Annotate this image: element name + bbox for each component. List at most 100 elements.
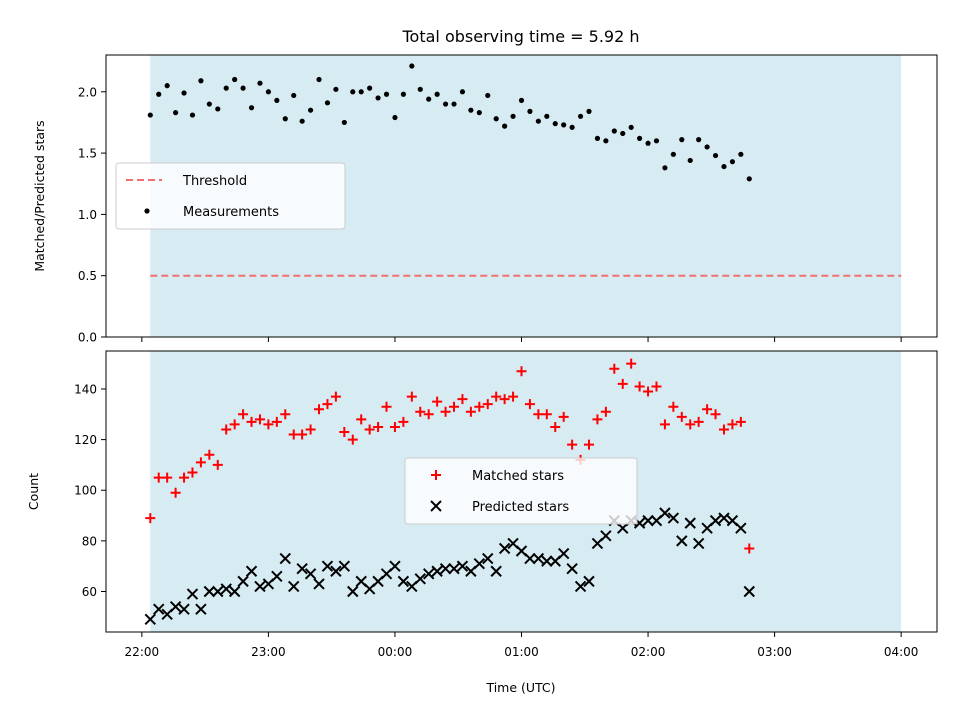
measurement-point [670, 151, 676, 157]
predicted-star-point [439, 563, 452, 575]
x-tick-label: 01:00 [504, 645, 539, 659]
measurement-point [291, 92, 297, 99]
matched-star-point [482, 399, 493, 410]
legend-box [404, 457, 638, 525]
matched-star-point [693, 416, 704, 427]
predicted-star-point [431, 565, 443, 577]
matched-star-point [668, 401, 679, 412]
predicted-star-point [524, 552, 536, 565]
matched-star-point [271, 416, 282, 427]
measurement-point [468, 107, 474, 113]
matched-star-point [339, 427, 350, 438]
measurement-point [502, 123, 508, 129]
measurement-point [586, 108, 592, 114]
measurement-point [215, 106, 221, 112]
matched-star-point [314, 404, 325, 415]
y-tick-label: 60 [82, 585, 97, 599]
matched-star-point [432, 396, 443, 407]
measurement-point [324, 100, 331, 106]
x-tick-label: 22:00 [125, 645, 160, 659]
matched-star-point [676, 411, 687, 422]
measurement-point [653, 138, 660, 144]
measurement-point [426, 96, 432, 102]
x-tick-label: 23:00 [251, 645, 286, 659]
legend-label: Predicted stars [472, 500, 569, 515]
matched-star-point [702, 404, 713, 415]
matched-star-point [280, 409, 291, 420]
predicted-star-point [532, 552, 545, 565]
legend-top: Threshold Measurements [115, 162, 346, 230]
measurement-point [721, 163, 727, 170]
predicted-star-point [498, 542, 511, 555]
predicted-star-point [541, 555, 553, 567]
measurement-point [459, 89, 466, 95]
measurement-point [738, 151, 744, 157]
predicted-star-point [743, 585, 755, 598]
matched-star-point [718, 424, 729, 435]
predicted-star-point [397, 575, 410, 588]
measurement-point [164, 83, 170, 89]
matched-star-point [533, 409, 544, 420]
predicted-star-point [153, 603, 165, 615]
y-axis-ticks-bottom: 60 80 100 120 140 [74, 382, 106, 599]
matched-star-point [685, 419, 696, 430]
predicted-star-point [228, 585, 241, 598]
measurement-point [223, 85, 229, 91]
measurement-point [729, 159, 736, 165]
matched-star-point [550, 421, 561, 432]
measurement-point [518, 97, 525, 103]
matched-star-point [373, 421, 384, 432]
predicted-star-point [473, 557, 486, 570]
matched-star-point [440, 406, 451, 417]
measurement-point [358, 89, 364, 95]
matched-star-point [508, 391, 519, 402]
predicted-star-point [709, 514, 722, 527]
measurement-point [333, 86, 339, 92]
measurement-point [232, 76, 238, 83]
matched-star-point [153, 472, 164, 483]
matched-star-point [415, 406, 426, 417]
matched-star-point [356, 414, 367, 425]
predicted-star-point [169, 600, 182, 613]
matched-star-point [541, 409, 552, 420]
matched-star-point [457, 394, 468, 405]
matched-star-point [710, 409, 721, 420]
predicted-star-point [482, 552, 494, 565]
matched-star-point [583, 439, 594, 450]
matched-star-point [499, 394, 510, 405]
measurement-point [687, 157, 693, 164]
predicted-star-point [735, 522, 747, 534]
predicted-star-point [245, 565, 258, 577]
matched-star-point [212, 459, 223, 470]
predicted-star-point [583, 575, 595, 588]
matched-star-point [406, 391, 417, 402]
predicted-star-point [490, 565, 502, 577]
predicted-star-point [254, 580, 266, 593]
measurement-point [147, 112, 153, 118]
x-tick-label: 03:00 [757, 645, 792, 659]
measurement-point [561, 122, 567, 128]
predicted-star-point [667, 512, 680, 524]
measurement-point [299, 118, 305, 124]
measurement-point [696, 137, 702, 143]
measurement-point [307, 107, 314, 113]
measurement-point [662, 165, 668, 171]
legend-label: Matched stars [472, 469, 564, 484]
predicted-star-point [659, 507, 671, 519]
y-tick-label: 140 [74, 382, 97, 396]
matched-star-point [558, 411, 569, 422]
matched-star-point [474, 401, 485, 412]
predicted-star-point [144, 613, 156, 626]
measurement-point [181, 90, 187, 96]
predicted-star-point [676, 535, 688, 547]
measurement-point [637, 135, 643, 141]
legend-marker-swatch [144, 208, 150, 214]
matched-star-point [465, 406, 476, 417]
predicted-star-point [195, 603, 207, 615]
matched-star-point [643, 386, 654, 397]
matched-star-point [195, 457, 206, 468]
matched-star-point [389, 421, 400, 432]
predicted-star-point [684, 517, 696, 529]
matched-star-point [609, 363, 620, 374]
